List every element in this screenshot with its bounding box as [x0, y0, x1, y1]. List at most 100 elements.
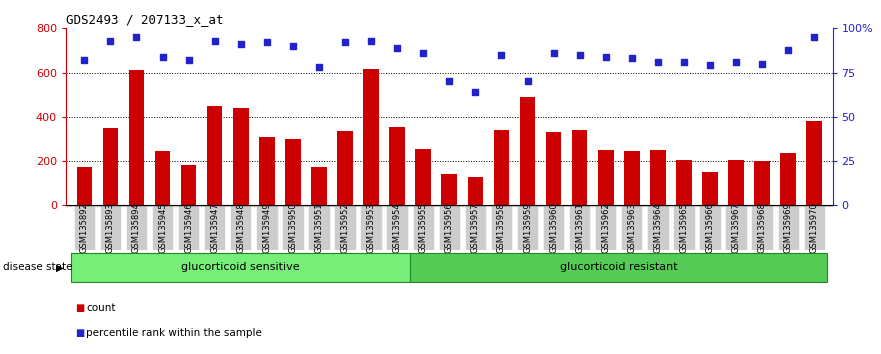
Point [285, 43, 300, 49]
FancyBboxPatch shape [178, 205, 199, 250]
Point [338, 40, 352, 45]
Point [729, 59, 744, 65]
FancyBboxPatch shape [803, 205, 825, 250]
Text: GSM135966: GSM135966 [706, 202, 714, 253]
Text: GSM135956: GSM135956 [445, 202, 454, 253]
Bar [520, 97, 536, 205]
Text: GSM135969: GSM135969 [784, 202, 793, 253]
Point [651, 59, 665, 65]
FancyBboxPatch shape [230, 205, 251, 250]
Point [599, 54, 613, 59]
FancyBboxPatch shape [751, 205, 773, 250]
Bar [806, 121, 822, 205]
Text: GSM135964: GSM135964 [654, 202, 663, 253]
FancyBboxPatch shape [648, 205, 669, 250]
Text: GSM135950: GSM135950 [288, 202, 298, 253]
Text: GSM135959: GSM135959 [523, 202, 532, 253]
Bar [545, 132, 561, 205]
Text: ▶: ▶ [56, 262, 63, 272]
FancyBboxPatch shape [334, 205, 356, 250]
Point [546, 50, 560, 56]
Bar [311, 167, 327, 205]
Bar [416, 149, 431, 205]
Bar [363, 69, 379, 205]
Point [260, 40, 274, 45]
Text: GSM135958: GSM135958 [497, 202, 506, 253]
FancyBboxPatch shape [100, 205, 121, 250]
Text: glucorticoid sensitive: glucorticoid sensitive [181, 262, 300, 272]
Text: count: count [86, 303, 115, 313]
Text: disease state: disease state [3, 262, 72, 272]
Point [364, 38, 378, 44]
Point [807, 34, 821, 40]
FancyBboxPatch shape [387, 205, 408, 250]
Text: GSM135952: GSM135952 [341, 202, 350, 253]
Point [416, 50, 430, 56]
Bar [676, 160, 692, 205]
FancyBboxPatch shape [464, 205, 486, 250]
Bar [181, 166, 196, 205]
Point [181, 57, 196, 63]
Text: GSM135960: GSM135960 [549, 202, 558, 253]
FancyBboxPatch shape [126, 205, 147, 250]
Point [312, 64, 326, 70]
FancyBboxPatch shape [778, 205, 799, 250]
FancyBboxPatch shape [282, 205, 304, 250]
FancyBboxPatch shape [595, 205, 617, 250]
Bar [155, 151, 170, 205]
Bar [624, 151, 640, 205]
Text: GSM135948: GSM135948 [236, 202, 245, 253]
Text: GSM135970: GSM135970 [810, 202, 818, 253]
Bar [468, 177, 483, 205]
Bar [781, 153, 796, 205]
FancyBboxPatch shape [152, 205, 174, 250]
Point [494, 52, 508, 58]
Text: GSM135949: GSM135949 [263, 202, 271, 253]
FancyBboxPatch shape [411, 253, 827, 282]
Bar [754, 161, 770, 205]
Text: ■: ■ [75, 328, 84, 338]
Text: GSM135947: GSM135947 [211, 202, 219, 253]
Bar [129, 70, 144, 205]
Bar [729, 160, 744, 205]
FancyBboxPatch shape [256, 205, 278, 250]
Text: percentile rank within the sample: percentile rank within the sample [86, 328, 263, 338]
Text: glucorticoid resistant: glucorticoid resistant [560, 262, 677, 272]
Point [103, 38, 117, 44]
FancyBboxPatch shape [360, 205, 381, 250]
Bar [572, 130, 588, 205]
Bar [650, 150, 666, 205]
Point [521, 79, 535, 84]
Bar [389, 127, 405, 205]
Text: GSM135963: GSM135963 [627, 202, 636, 253]
Point [703, 63, 717, 68]
Text: GDS2493 / 207133_x_at: GDS2493 / 207133_x_at [66, 13, 224, 26]
Bar [77, 167, 93, 205]
Text: GSM135955: GSM135955 [418, 202, 428, 253]
FancyBboxPatch shape [543, 205, 564, 250]
Text: GSM135893: GSM135893 [106, 202, 115, 253]
FancyBboxPatch shape [569, 205, 590, 250]
Bar [285, 139, 300, 205]
Text: GSM135946: GSM135946 [184, 202, 193, 253]
Text: GSM135945: GSM135945 [158, 202, 167, 253]
Text: GSM135954: GSM135954 [393, 202, 402, 253]
Point [755, 61, 769, 67]
Point [469, 89, 483, 95]
Text: GSM135967: GSM135967 [731, 202, 741, 253]
Bar [441, 175, 457, 205]
FancyBboxPatch shape [491, 205, 512, 250]
Point [78, 57, 92, 63]
FancyBboxPatch shape [673, 205, 694, 250]
Text: GSM135894: GSM135894 [132, 202, 141, 253]
FancyBboxPatch shape [74, 205, 95, 250]
FancyBboxPatch shape [71, 253, 411, 282]
FancyBboxPatch shape [204, 205, 226, 250]
FancyBboxPatch shape [412, 205, 434, 250]
Point [573, 52, 587, 58]
Bar [702, 172, 718, 205]
Point [390, 45, 404, 51]
Text: GSM135968: GSM135968 [758, 202, 766, 253]
Bar [493, 130, 509, 205]
Text: ■: ■ [75, 303, 84, 313]
